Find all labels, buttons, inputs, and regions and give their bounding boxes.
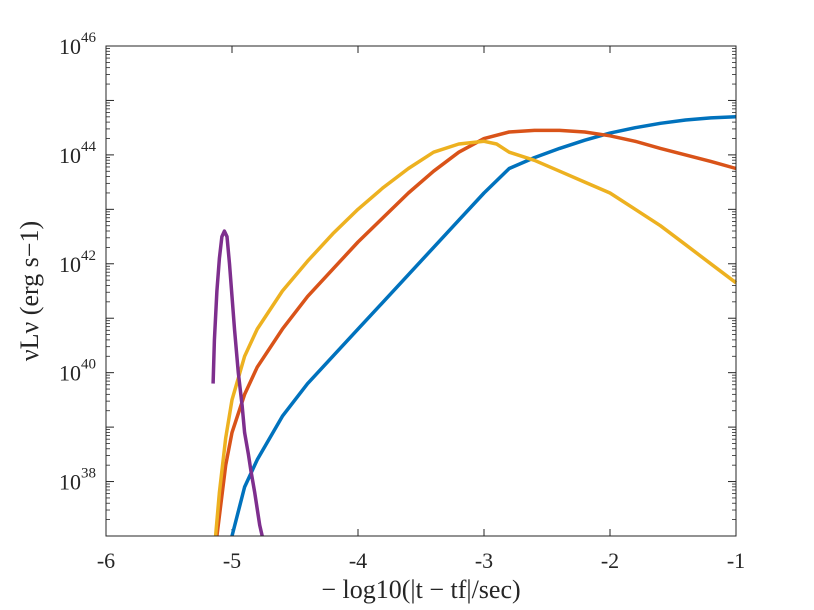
y-tick-label: 1038: [59, 466, 96, 495]
plot-background: [106, 46, 736, 536]
x-tick-label: -1: [727, 548, 745, 573]
series-layer: [211, 115, 738, 537]
x-tick-label: -5: [223, 548, 241, 573]
series-line-4: [211, 229, 264, 537]
y-tick-base: 10: [59, 34, 81, 59]
series-line-2: [215, 128, 737, 537]
plot-frame: [105, 45, 737, 537]
y-tick-base: 10: [59, 143, 81, 168]
y-axis-label: νLν (erg s−1): [15, 221, 44, 361]
y-tick-base: 10: [59, 252, 81, 277]
y-tick-label: 1044: [59, 139, 97, 168]
x-tick-label: -4: [349, 548, 367, 573]
series-line-1: [230, 115, 737, 537]
y-tick-label: 1040: [59, 357, 96, 386]
y-tick-exp: 42: [81, 248, 96, 264]
series-line-3: [213, 139, 738, 537]
x-tick-label: -6: [97, 548, 115, 573]
y-tick-exp: 38: [81, 466, 96, 482]
y-tick-base: 10: [59, 361, 81, 386]
x-tick-label: -3: [475, 548, 493, 573]
y-tick-base: 10: [59, 470, 81, 495]
y-tick-exp: 44: [81, 139, 97, 155]
x-tick-label: -2: [601, 548, 619, 573]
y-tick-label: 1046: [59, 30, 97, 59]
y-tick-exp: 40: [81, 357, 96, 373]
x-tick-labels: -6 -5 -4 -3 -2 -1: [97, 548, 745, 573]
x-axis-label: − log10(|t − tf|/sec): [321, 575, 520, 604]
y-tick-exp: 46: [81, 30, 97, 46]
y-tick-label: 1042: [59, 248, 96, 277]
